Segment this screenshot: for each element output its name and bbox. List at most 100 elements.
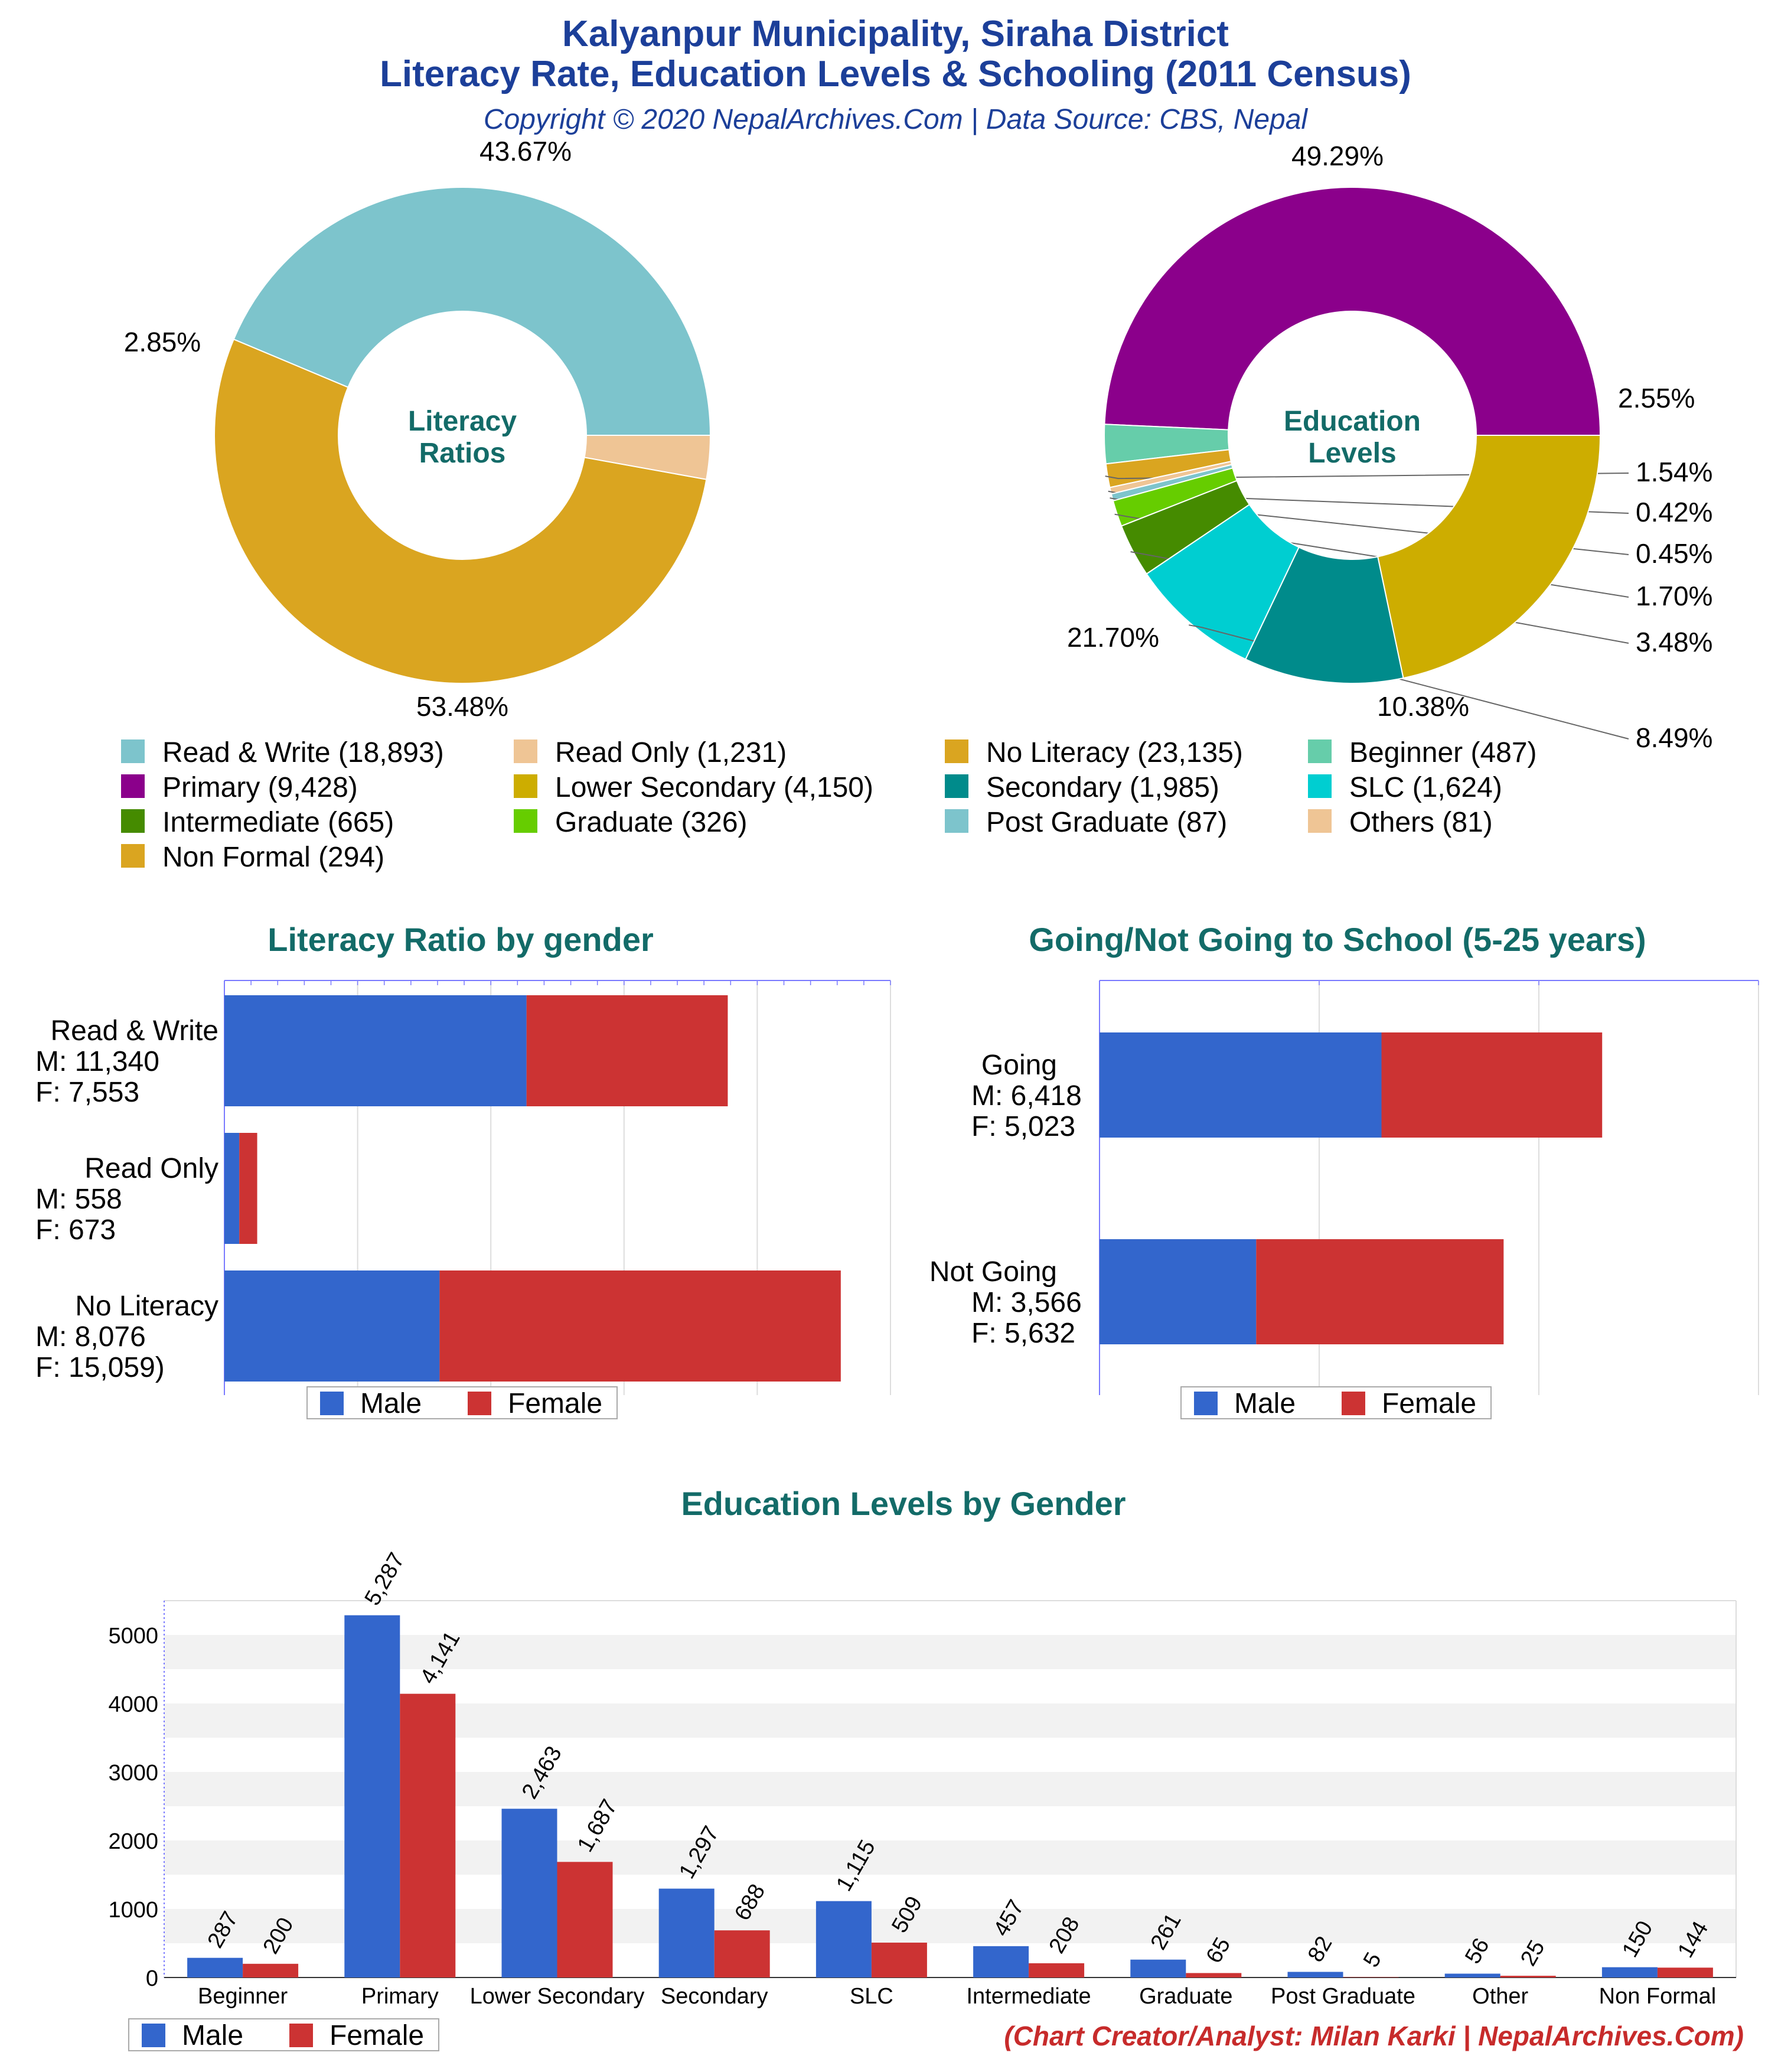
legend-swatch [121,809,145,833]
bar-category-label: Read Only [84,1153,218,1184]
legend-item-label: Graduate (326) [555,807,748,838]
bar-female-value-label: F: 7,553 [35,1077,139,1108]
pie-percent-label: 21.70% [1067,622,1159,653]
bar-male-value-label: M: 11,340 [35,1046,159,1077]
bar-male [187,1957,243,1977]
bar-male [658,1888,715,1977]
pie-percent-label: 2.55% [1618,383,1695,413]
bar-female [557,1862,613,1977]
pie-percent-label: 2.85% [124,327,201,357]
bar-male [815,1901,872,1977]
pie-percent-label: 49.29% [1291,141,1384,171]
legend-box [128,2018,439,2051]
legend-item-label: Non Formal (294) [162,842,384,873]
pie-percent-label: 53.48% [416,691,508,722]
legend-item-label: Intermediate (665) [162,807,394,838]
legend-swatch [945,739,968,763]
bar-male [501,1809,557,1977]
bar-female [439,1270,841,1382]
legend-swatch [121,774,145,798]
x-tick-label: Other [1472,1984,1528,2009]
x-tick-label: Intermediate [966,1984,1091,2009]
legend-swatch [1308,809,1332,833]
legend-box [1180,1386,1492,1419]
section-title: Literacy Ratio by gender [267,921,654,958]
pie-percent-label: 43.67% [479,136,572,167]
bar-female-value-label: F: 673 [35,1214,116,1246]
pie-slice-lower-secondary [1377,435,1601,679]
bar-female [526,995,728,1106]
legend-male-label: Male [1234,1388,1296,1419]
bar-male-value-label: M: 3,566 [971,1287,1082,1318]
legend-swatch-male [142,2024,165,2047]
bar-female [1381,1032,1603,1138]
legend-swatch-female [289,2024,313,2047]
legend-swatch [121,739,145,763]
pie-slice-read-only [583,435,712,480]
legend-male-label: Male [182,2020,243,2051]
grid-band [164,1601,1736,1635]
bar-male [1601,1967,1658,1977]
legend-female-label: Female [508,1388,602,1419]
bar-female [243,1963,299,1977]
legend-swatch [514,739,537,763]
pie-percent-label: 8.49% [1636,722,1712,753]
pie-percent-label: 3.48% [1636,627,1712,657]
legend-item-label: Post Graduate (87) [986,807,1227,838]
y-tick-label: 1000 [108,1898,158,1923]
y-tick-label: 0 [146,1966,158,1991]
legend-item-label: No Literacy (23,135) [986,737,1243,768]
bar-female [1657,1967,1713,1977]
legend-swatch [945,774,968,798]
legend-box [306,1386,618,1419]
pie-center-title: Literacy [408,406,517,437]
bar-female [400,1693,456,1977]
bar-female [714,1930,770,1977]
y-tick-label: 2000 [108,1829,158,1854]
legend-item-label: Others (81) [1349,807,1493,838]
bar-male-value-label: M: 6,418 [971,1080,1082,1112]
bar-category-label: Read & Write [50,1015,218,1047]
pie-center-title: Education [1284,406,1421,437]
legend-item-label: Beginner (487) [1349,737,1537,768]
pie-percent-label: 1.70% [1636,581,1712,611]
bar-female [1256,1239,1504,1344]
legend-swatch [945,809,968,833]
y-tick-label: 5000 [108,1624,158,1649]
bar-male [1100,1032,1382,1138]
section-title: Education Levels by Gender [681,1485,1126,1522]
bar-category-label: No Literacy [75,1291,218,1322]
legend-swatch [121,844,145,868]
y-tick-label: 4000 [108,1692,158,1717]
x-tick-label: Non Formal [1599,1984,1717,2009]
x-tick-label: Beginner [198,1984,288,2009]
legend-item-label: SLC (1,624) [1349,772,1502,803]
bar-female [239,1133,257,1244]
legend-male-label: Male [360,1388,422,1419]
x-tick-label: Graduate [1139,1984,1232,2009]
x-tick-label: Lower Secondary [470,1984,645,2009]
pie-slice-no-literacy [214,338,707,684]
legend-swatch [1308,774,1332,798]
legend-swatch-male [320,1392,344,1415]
bar-male [1130,1959,1186,1977]
bar-male-value-label: M: 8,076 [35,1321,146,1353]
legend-swatch [514,774,537,798]
page-subtitle: Copyright © 2020 NepalArchives.Com | Dat… [483,104,1308,135]
pie-slice-secondary [1245,546,1404,684]
grid-band [164,1635,1736,1669]
legend-swatch-male [1194,1392,1218,1415]
page-title-line1: Kalyanpur Municipality, Siraha District [562,14,1229,54]
pie-center-title: Ratios [419,438,506,469]
bar-male [224,1133,240,1244]
pie-slice-read-write [233,187,712,436]
x-tick-label: SLC [850,1984,893,2009]
bar-female-value-label: F: 15,059) [35,1352,165,1383]
pie-percent-label: 10.38% [1377,691,1469,722]
bar-male [973,1946,1029,1977]
bar-female [1029,1963,1085,1977]
legend-item-label: Primary (9,428) [162,772,358,803]
bar-male [224,995,527,1106]
page-title-line2: Literacy Rate, Education Levels & School… [380,54,1411,95]
